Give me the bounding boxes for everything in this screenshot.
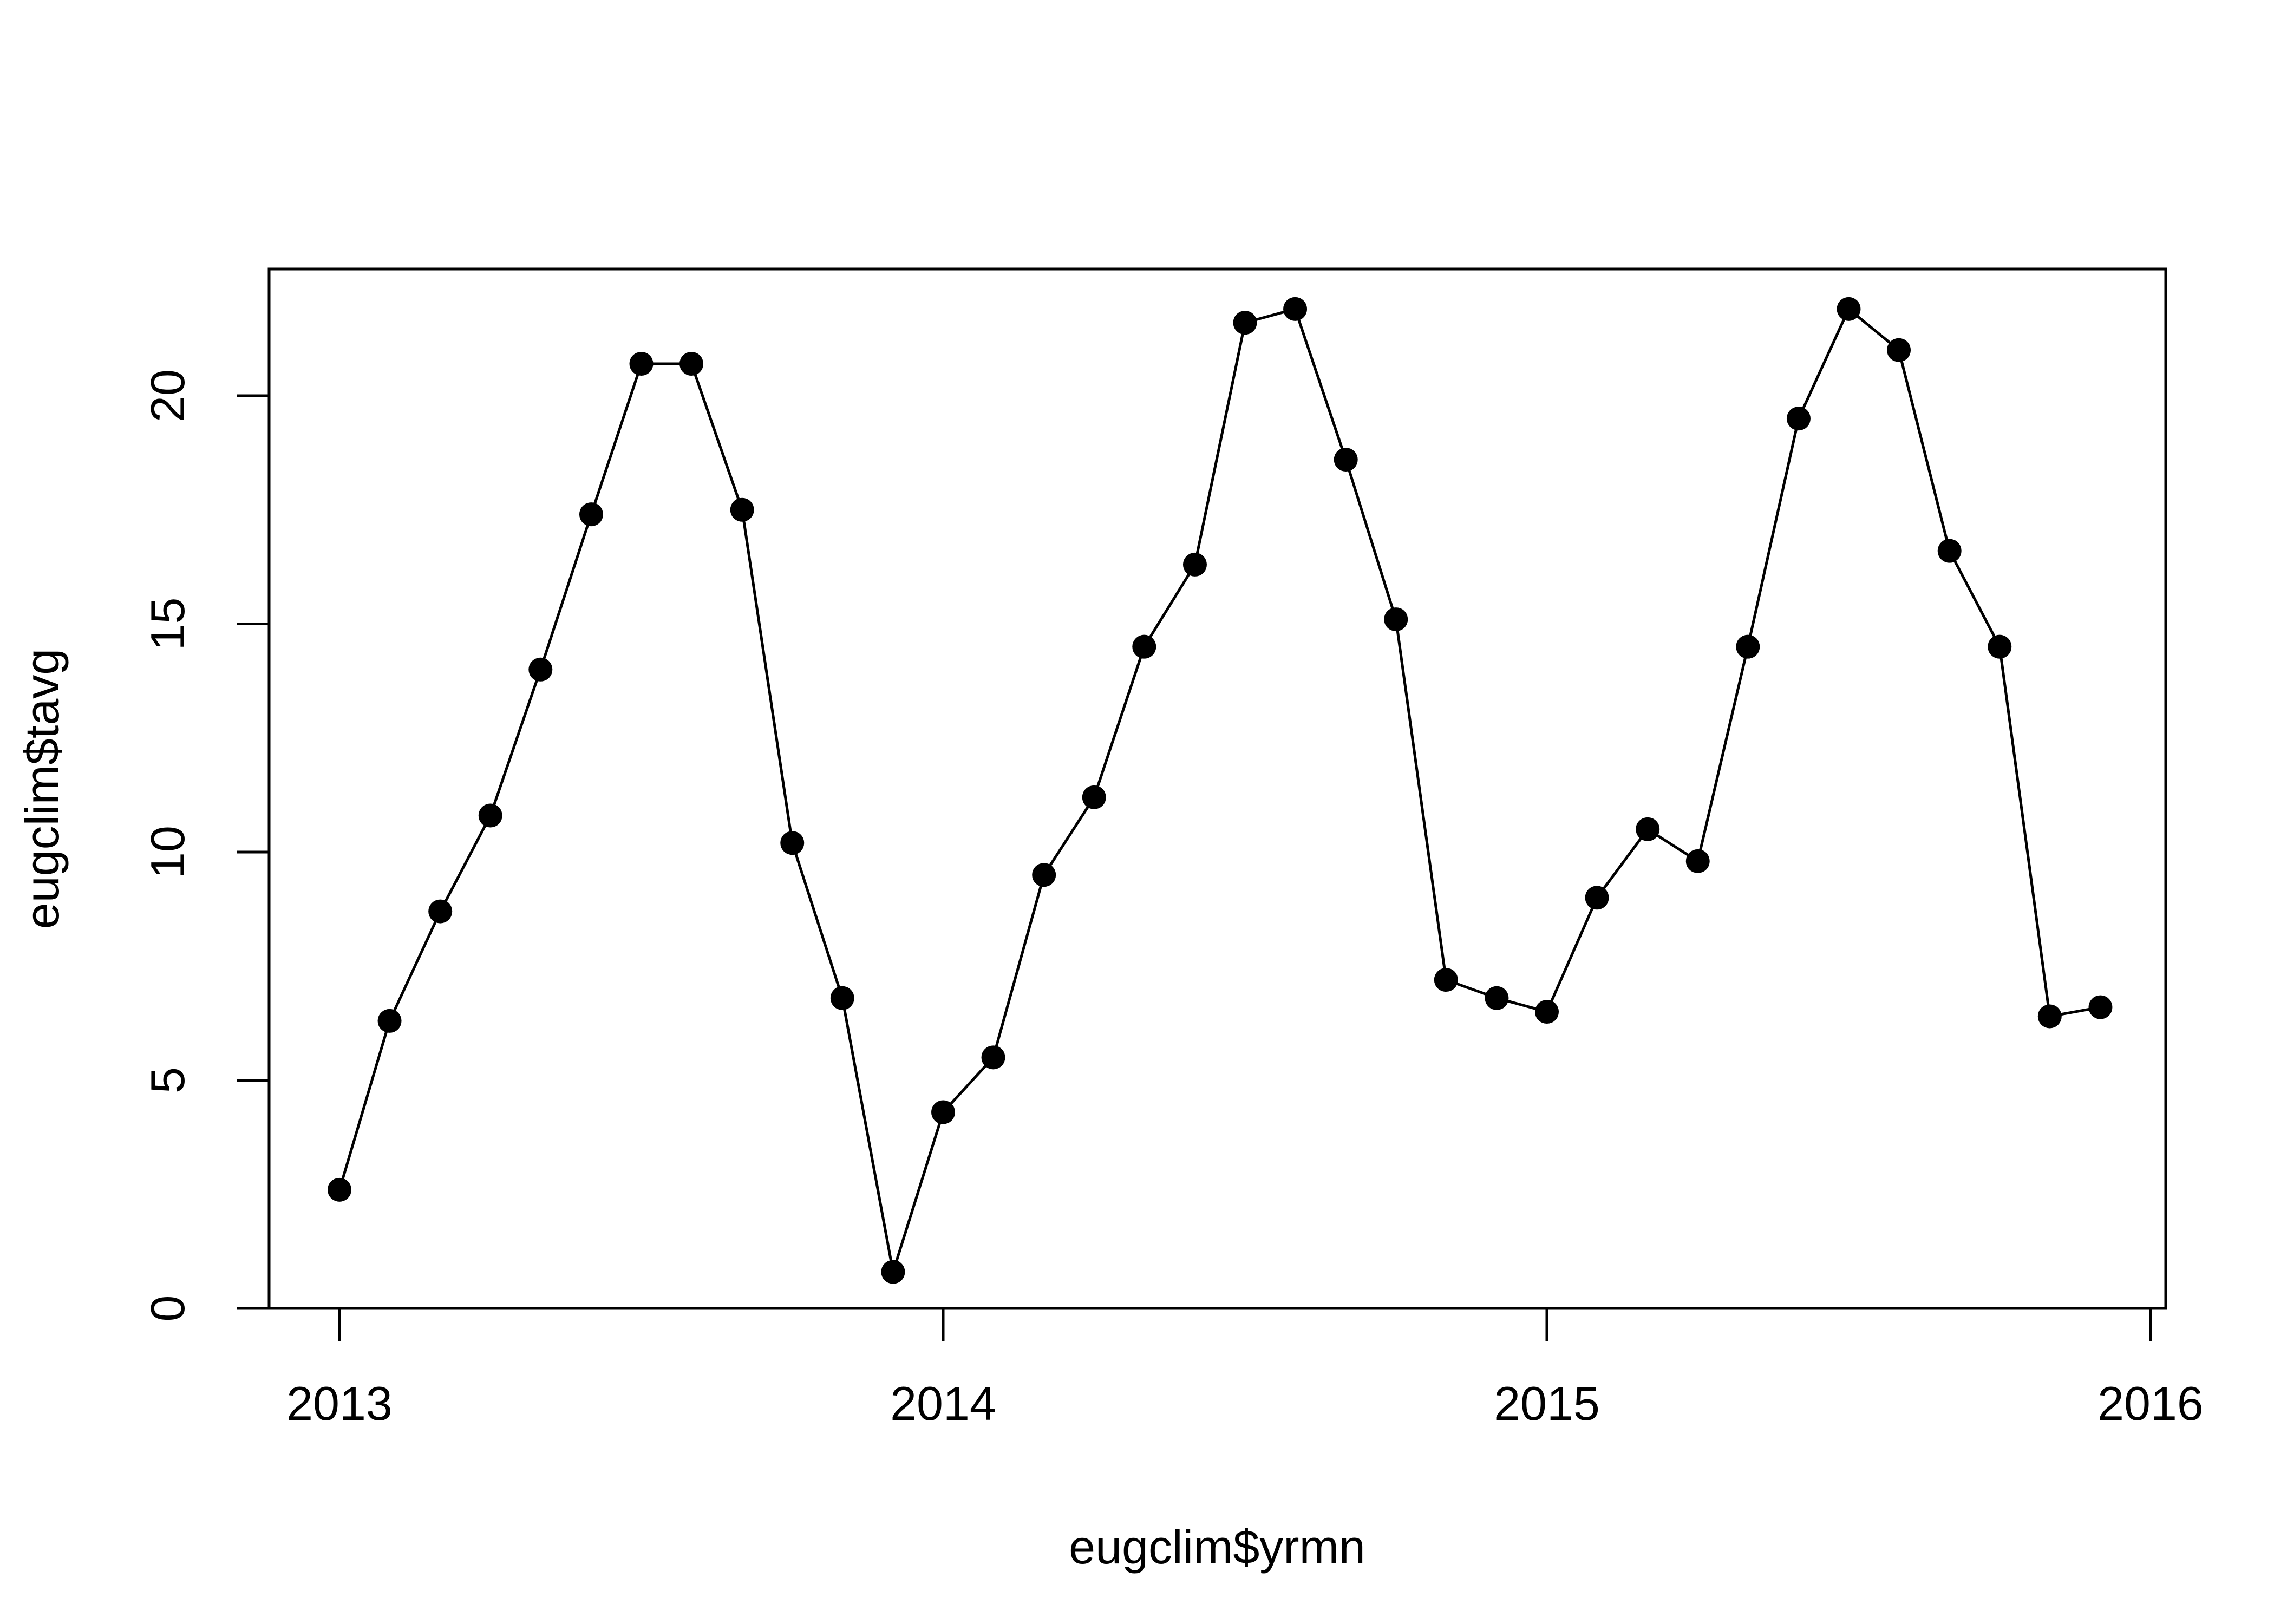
data-point <box>1334 448 1358 472</box>
data-point <box>679 351 704 376</box>
data-point <box>1636 817 1660 841</box>
data-point <box>1685 849 1710 873</box>
series-line <box>338 307 2101 1274</box>
data-point <box>1937 539 1962 563</box>
data-point <box>1535 1000 1559 1024</box>
data-point <box>730 497 754 522</box>
data-point <box>428 899 453 924</box>
y-tick-label: 5 <box>141 1067 194 1093</box>
data-point <box>1182 552 1207 577</box>
x-axis: 2013 2014 2015 2016 <box>286 1307 2204 1430</box>
data-point <box>2037 1004 2062 1029</box>
data-point <box>1384 607 1408 632</box>
y-tick-label: 15 <box>141 598 194 651</box>
data-point <box>528 657 553 682</box>
y-tick-label: 10 <box>141 826 194 879</box>
data-point <box>2088 995 2113 1019</box>
data-point <box>1585 886 1609 910</box>
plot-frame <box>267 267 2167 1310</box>
data-point <box>328 1177 351 1202</box>
x-tick-label: 2014 <box>890 1377 996 1430</box>
data-point <box>1837 297 1861 321</box>
series-points <box>328 297 2113 1284</box>
data-point <box>1736 634 1760 659</box>
data-point <box>1283 297 1308 321</box>
data-point <box>981 1045 1005 1070</box>
data-point <box>579 502 603 527</box>
data-point <box>478 803 502 828</box>
x-tick-label: 2013 <box>286 1377 393 1430</box>
data-point <box>1434 968 1458 992</box>
data-point <box>780 831 805 855</box>
y-axis: 0 5 10 15 20 <box>141 369 271 1322</box>
data-point <box>830 986 854 1010</box>
data-point <box>1887 338 1911 362</box>
y-tick-label: 0 <box>141 1295 194 1322</box>
data-point <box>1988 634 2012 659</box>
data-point <box>377 1009 402 1033</box>
data-point <box>1786 407 1811 431</box>
x-tick-label: 2015 <box>1494 1377 1600 1430</box>
data-point <box>1082 785 1106 809</box>
data-point <box>1233 311 1257 335</box>
data-point <box>1485 986 1509 1010</box>
data-point <box>881 1260 905 1284</box>
y-tick-label: 20 <box>141 369 194 422</box>
data-point <box>1132 634 1156 659</box>
y-axis-title: eugclim$tavg <box>15 649 69 929</box>
data-point <box>629 351 654 376</box>
data-point <box>1032 863 1056 887</box>
x-axis-title: eugclim$yrmn <box>1069 1520 1365 1574</box>
data-point <box>931 1100 955 1124</box>
x-tick-label: 2016 <box>2097 1377 2204 1430</box>
